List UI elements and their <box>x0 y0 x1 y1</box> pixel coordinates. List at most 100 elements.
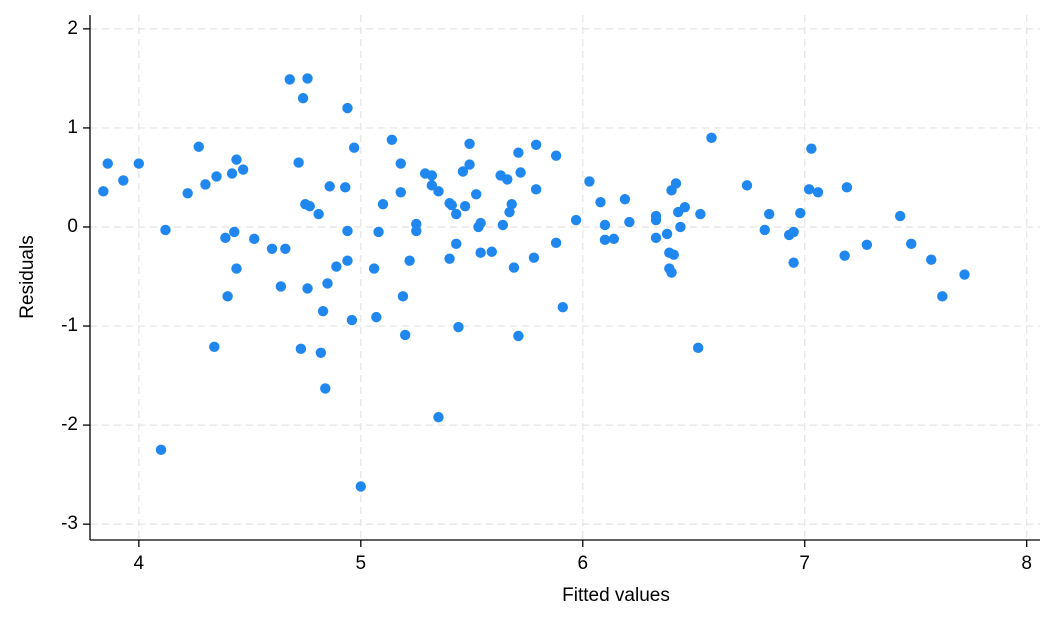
y-tick-label: -3 <box>61 513 78 534</box>
point <box>317 305 329 317</box>
point <box>373 226 384 238</box>
point <box>368 263 380 274</box>
point <box>650 214 662 226</box>
point <box>530 184 542 195</box>
point <box>331 261 342 272</box>
y-tick-label: 2 <box>67 18 78 39</box>
point <box>506 198 517 210</box>
point <box>446 199 457 211</box>
y-tick-label: -1 <box>61 315 78 336</box>
point <box>118 175 129 186</box>
point <box>459 200 471 212</box>
point <box>182 188 193 199</box>
point <box>464 138 475 149</box>
point <box>550 150 562 161</box>
point <box>302 73 313 84</box>
point <box>515 167 526 178</box>
point <box>280 243 291 254</box>
point <box>926 254 937 265</box>
point <box>275 281 287 292</box>
point <box>550 237 562 249</box>
point <box>894 210 906 222</box>
point <box>513 330 524 342</box>
point <box>795 207 806 219</box>
x-tick-label: 4 <box>134 553 145 574</box>
y-tick-label: 1 <box>67 117 78 138</box>
y-tick-label: 0 <box>67 216 78 237</box>
point <box>530 139 542 150</box>
point <box>759 224 770 236</box>
point <box>98 186 109 197</box>
point <box>464 159 475 170</box>
point <box>675 221 686 233</box>
point <box>661 228 673 240</box>
point <box>624 216 635 228</box>
point <box>297 93 309 104</box>
point <box>249 233 260 245</box>
point <box>160 224 171 236</box>
point <box>193 141 204 152</box>
point <box>433 411 444 423</box>
point <box>426 170 438 181</box>
point <box>861 239 873 251</box>
point <box>302 283 313 294</box>
x-axis-label: Fitted values <box>562 585 670 606</box>
point <box>426 180 438 191</box>
point <box>229 226 240 238</box>
point <box>451 238 462 250</box>
point <box>457 166 469 177</box>
point <box>226 168 238 179</box>
point <box>348 142 360 153</box>
point <box>788 226 799 238</box>
point <box>513 147 524 158</box>
point <box>322 278 333 289</box>
point <box>595 197 606 208</box>
point <box>486 246 497 257</box>
point <box>444 253 455 264</box>
point <box>741 180 753 191</box>
point <box>346 314 358 326</box>
point <box>155 444 167 456</box>
point <box>906 238 917 250</box>
y-tick-label: -2 <box>61 414 78 435</box>
point <box>304 200 315 212</box>
point <box>599 234 611 246</box>
point <box>803 184 815 195</box>
point <box>315 347 327 358</box>
point <box>650 232 662 244</box>
point <box>220 232 231 244</box>
y-axis-label: Residuals <box>17 235 38 318</box>
point <box>102 158 113 169</box>
point <box>342 255 353 266</box>
point <box>504 206 515 218</box>
point <box>670 178 682 189</box>
point <box>497 219 509 231</box>
point <box>399 329 411 341</box>
point <box>619 194 631 205</box>
point <box>237 164 249 175</box>
x-tick-label: 6 <box>577 553 588 574</box>
point <box>293 157 304 168</box>
point <box>395 158 406 169</box>
point <box>666 267 677 278</box>
point <box>411 225 422 237</box>
point <box>320 383 331 394</box>
point <box>200 179 211 190</box>
point <box>222 291 233 302</box>
point <box>453 321 464 333</box>
point <box>599 219 611 231</box>
point <box>355 481 366 492</box>
point <box>211 171 222 182</box>
point <box>475 217 486 229</box>
point <box>451 208 462 220</box>
point <box>209 341 220 353</box>
point <box>570 214 582 226</box>
x-tick-label: 8 <box>1021 553 1032 574</box>
point <box>433 186 444 197</box>
point <box>266 243 278 254</box>
point <box>284 74 295 85</box>
point <box>471 189 482 200</box>
point <box>508 262 520 273</box>
point <box>608 233 620 245</box>
